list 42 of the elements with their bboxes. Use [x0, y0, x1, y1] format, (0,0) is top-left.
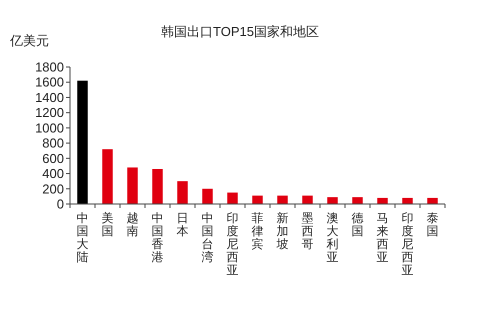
bar — [302, 196, 313, 204]
bar — [202, 188, 213, 204]
bar — [227, 192, 238, 204]
bar — [277, 196, 288, 204]
y-tick-label: 0 — [56, 196, 64, 212]
bar — [102, 149, 113, 204]
x-tick-label: 菲律宾 — [252, 211, 264, 251]
y-tick-label: 200 — [42, 181, 64, 196]
chart-title: 韩国出口TOP15国家和地区 — [161, 24, 319, 39]
y-tick-label: 400 — [42, 166, 64, 182]
bar — [127, 167, 138, 204]
x-tick-label: 印度尼西亚 — [402, 211, 414, 277]
bar — [427, 198, 438, 204]
x-tick-label: 印度尼西亚 — [226, 211, 238, 277]
bar — [402, 198, 413, 204]
x-tick-label: 美国 — [102, 211, 114, 238]
bar — [152, 168, 163, 204]
x-tick-label: 德国 — [352, 211, 364, 238]
bar — [352, 197, 363, 204]
y-tick-label: 600 — [42, 150, 64, 166]
bar — [327, 197, 338, 204]
bar — [77, 80, 88, 204]
y-tick-label: 1200 — [35, 105, 64, 120]
x-tick-label: 中国大陆 — [76, 211, 88, 264]
x-tick-label: 澳大利亚 — [326, 211, 338, 264]
y-tick-label: 800 — [42, 136, 64, 151]
y-tick-label: 1600 — [35, 74, 64, 90]
y-tick-label: 1000 — [35, 120, 64, 136]
bar — [177, 181, 188, 204]
bar — [377, 198, 388, 204]
x-tick-label: 泰国 — [426, 211, 438, 238]
x-tick-label: 越南 — [126, 211, 138, 238]
x-tick-label: 新加坡 — [276, 211, 288, 251]
y-tick-label: 1400 — [35, 90, 64, 105]
x-tick-label: 日本 — [176, 211, 188, 238]
y-axis-title: 亿美元 — [9, 33, 49, 48]
bar — [252, 196, 263, 204]
y-tick-label: 1800 — [35, 60, 64, 74]
x-tick-label: 中国台湾 — [202, 211, 214, 264]
x-tick-label: 马来西亚 — [376, 211, 388, 264]
x-tick-label: 中国香港 — [152, 211, 164, 264]
x-tick-label: 墨西哥 — [302, 211, 314, 251]
